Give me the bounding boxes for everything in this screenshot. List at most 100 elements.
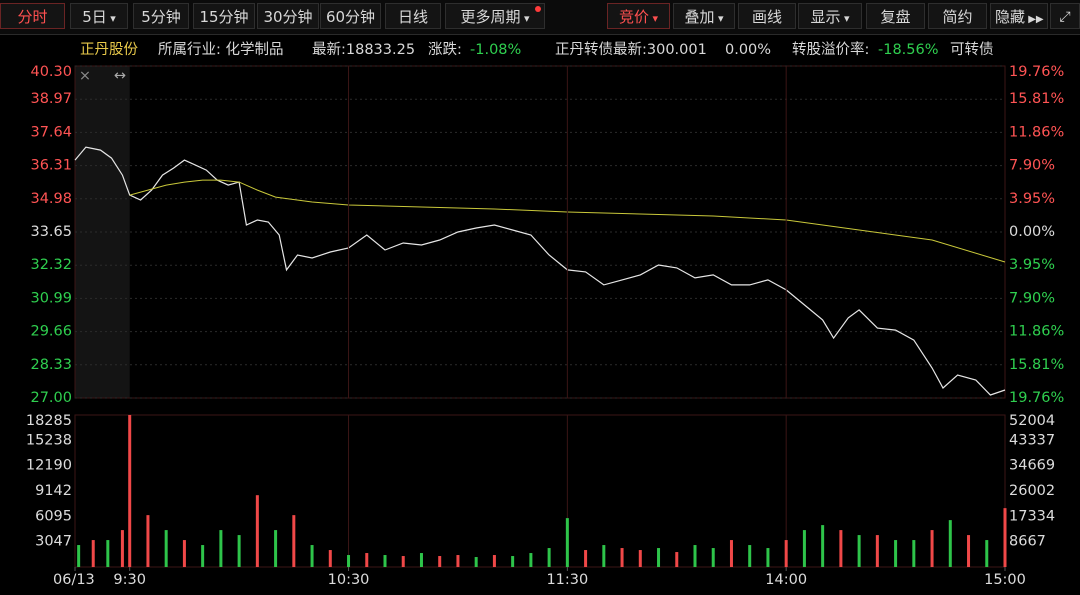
button-label: 隐藏 <box>995 8 1026 26</box>
volume-bar <box>146 515 150 567</box>
price-line <box>129 179 1006 263</box>
y2-tick-label: 11.86% <box>1009 124 1064 140</box>
toolbar: 分时 5日 5分钟 15分钟 30分钟 60分钟 日线 更多周期 竞价 叠加 画… <box>0 0 1080 35</box>
bond-tag: 可转债 <box>950 41 994 58</box>
y2-tick-label: 3.95% <box>1009 191 1055 207</box>
volume-bar <box>711 548 715 567</box>
y2-tick-label: 15.81% <box>1009 357 1064 373</box>
volume-bar <box>164 530 168 567</box>
tab-button[interactable]: 日线 <box>385 3 441 29</box>
y2-tick-label: 19.76% <box>1009 64 1064 80</box>
volume-bar <box>106 540 110 567</box>
fullscreen-button[interactable]: ⤢ <box>1050 3 1080 29</box>
y2-tick-label: 17334 <box>1009 508 1055 524</box>
y2-tick-label: 3.95% <box>1009 257 1055 273</box>
volume-bar <box>547 548 551 567</box>
volume-bar <box>310 545 314 567</box>
volume-bar <box>784 540 788 567</box>
resize-icon: ↔ <box>114 68 126 84</box>
volume-bar <box>474 557 478 567</box>
price-line <box>74 146 1006 396</box>
y2-tick-label: 0.00% <box>1009 224 1055 240</box>
tool-button[interactable]: 竞价 <box>607 3 670 29</box>
volume-bar <box>328 550 332 567</box>
y-tick-label: 38.97 <box>30 91 72 107</box>
tool-button[interactable]: 显示 <box>798 3 862 29</box>
tab-button[interactable]: 60分钟 <box>320 3 381 29</box>
tab-button[interactable]: 5分钟 <box>133 3 189 29</box>
y2-tick-label: 34669 <box>1009 458 1055 474</box>
chart: 正丹股份 所属行业: 化学制品 最新:18833.25 涨跌: -1.08% 正… <box>26 41 1064 588</box>
volume-bar <box>985 540 989 567</box>
y2-tick-label: 11.86% <box>1009 324 1064 340</box>
volume-bar <box>365 553 369 567</box>
y-tick-label: 32.32 <box>30 257 72 273</box>
volume-bar <box>602 545 606 567</box>
y-tick-label: 29.66 <box>30 324 72 340</box>
volume-bar <box>948 520 952 567</box>
tool-button[interactable]: 隐藏 ▶▶ <box>990 3 1048 29</box>
latest-price: 最新:18833.25 <box>312 41 415 58</box>
x-tick-label: 11:30 <box>546 572 588 588</box>
volume-bar <box>821 525 825 567</box>
bond-latest: 正丹转债最新:300.001 <box>555 41 707 58</box>
y2-tick-label: 8667 <box>1009 534 1046 550</box>
tool-button[interactable]: 复盘 <box>866 3 925 29</box>
volume-bar <box>620 548 624 567</box>
x-tick-label: 06/13 <box>53 572 95 588</box>
volume-bar <box>77 545 81 567</box>
tool-button[interactable]: 叠加 <box>673 3 735 29</box>
volume-bar <box>529 553 533 567</box>
tab-button[interactable]: 更多周期 <box>445 3 545 29</box>
y-tick-label: 27.00 <box>30 390 72 406</box>
volume-bar <box>120 530 124 567</box>
y2-tick-label: 7.90% <box>1009 158 1055 174</box>
volume-bar <box>347 555 351 567</box>
volume-bar <box>839 530 843 567</box>
volume-bar <box>419 553 423 567</box>
volume-bar <box>802 530 806 567</box>
y2-tick-label: 52004 <box>1009 413 1055 429</box>
volume-bar <box>565 518 569 567</box>
y-tick-label: 6095 <box>35 508 72 524</box>
volume-bar <box>237 535 241 567</box>
x-tick-label: 14:00 <box>765 572 807 588</box>
x-tick-label: 10:30 <box>328 572 370 588</box>
y-tick-label: 33.65 <box>30 224 72 240</box>
y-tick-label: 37.64 <box>30 124 72 140</box>
premium-label: 转股溢价率: <box>792 41 869 58</box>
y-tick-label: 15238 <box>26 432 72 448</box>
y-tick-label: 3047 <box>35 534 72 550</box>
volume-bar <box>383 555 387 567</box>
tab-button[interactable]: 分时 <box>0 3 65 29</box>
tool-button[interactable]: 画线 <box>738 3 796 29</box>
tab-button[interactable]: 15分钟 <box>193 3 255 29</box>
volume-bar <box>693 545 697 567</box>
volume-bar <box>638 550 642 567</box>
volume-bar <box>584 550 588 567</box>
volume-bar <box>182 540 186 567</box>
tab-button[interactable]: 30分钟 <box>257 3 319 29</box>
tab-button[interactable]: 5日 <box>70 3 128 29</box>
bond-change: 0.00% <box>725 42 771 58</box>
y2-tick-label: 19.76% <box>1009 390 1064 406</box>
volume-bar <box>91 540 95 567</box>
icon: ▶▶ <box>1025 14 1044 25</box>
change-value: -1.08% <box>470 42 521 58</box>
volume-bar <box>930 530 934 567</box>
y-tick-label: 9142 <box>35 483 72 499</box>
volume-bar <box>657 548 661 567</box>
volume-bar <box>492 555 496 567</box>
volume-bar <box>401 556 405 567</box>
tool-button[interactable]: 简约 <box>928 3 987 29</box>
volume-bar <box>201 545 205 567</box>
volume-bar <box>128 415 132 567</box>
y2-tick-label: 15.81% <box>1009 91 1064 107</box>
y-tick-label: 40.30 <box>30 64 72 80</box>
volume-bar <box>748 545 752 567</box>
volume-bar <box>967 535 971 567</box>
volume-bar <box>292 515 296 567</box>
y2-tick-label: 43337 <box>1009 432 1055 448</box>
industry: 所属行业: 化学制品 <box>158 41 284 58</box>
